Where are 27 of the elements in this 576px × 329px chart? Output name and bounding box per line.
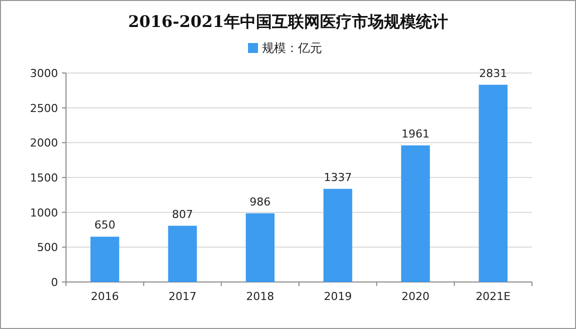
- data-label: 650: [94, 218, 116, 232]
- y-tick-label: 3000: [30, 67, 58, 80]
- data-label: 1961: [402, 127, 430, 140]
- data-label: 2831: [479, 66, 508, 80]
- bar: [478, 84, 508, 282]
- bar: [323, 188, 352, 282]
- x-tick-label: 2018: [246, 290, 274, 303]
- x-tick-label: 2017: [168, 290, 196, 303]
- x-tick-label: 2020: [402, 290, 430, 303]
- y-tick-label: 500: [37, 241, 58, 254]
- bar: [401, 145, 430, 282]
- y-tick-label: 0: [51, 276, 58, 289]
- x-tick-label: 2021E: [476, 290, 511, 303]
- legend-label: 规模：亿元: [262, 41, 322, 55]
- bar: [246, 213, 275, 282]
- y-tick-label: 1000: [30, 206, 58, 220]
- x-tick-label: 2016: [90, 290, 119, 303]
- data-label: 1337: [324, 170, 352, 184]
- y-tick-label: 1500: [30, 172, 58, 184]
- bar: [90, 236, 120, 282]
- x-tick-label: 2019: [324, 290, 352, 303]
- chart-title: 2016-2021年中国互联网医疗市场规模统计: [128, 12, 448, 31]
- y-tick-label: 2000: [30, 136, 58, 150]
- data-label: 807: [172, 208, 193, 221]
- y-tick-label: 2500: [30, 102, 58, 115]
- bar: [168, 226, 197, 282]
- data-label: 986: [250, 195, 271, 208]
